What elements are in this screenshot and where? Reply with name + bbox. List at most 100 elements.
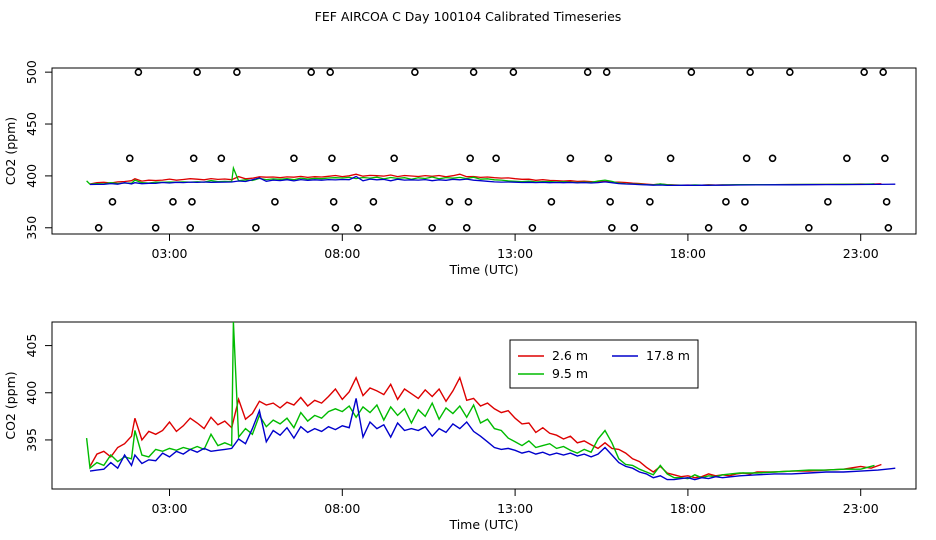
flag-marker [189, 154, 198, 163]
y-tick-label: 395 [24, 428, 39, 452]
flag-marker [884, 223, 893, 232]
flag-marker [462, 223, 471, 232]
flag-marker [108, 198, 117, 206]
flag-marker [390, 154, 398, 163]
flag-marker [786, 68, 794, 76]
flag-marker [879, 68, 887, 76]
flag-marker [217, 154, 226, 163]
flag-marker [354, 223, 362, 232]
flag-marker [881, 154, 889, 163]
flag-marker [604, 154, 613, 163]
flag-marker [151, 223, 160, 232]
flag-marker [469, 68, 478, 76]
flag-marker [307, 68, 316, 76]
flag-marker [428, 223, 436, 232]
x-tick-label: 03:00 [151, 501, 187, 516]
flag-marker [630, 223, 639, 232]
flag-marker [329, 198, 338, 206]
flag-marker [704, 223, 713, 232]
y-axis-label: CO2 (ppm) [3, 371, 18, 439]
x-tick-label: 18:00 [670, 246, 706, 261]
flag-marker [741, 198, 749, 206]
x-tick-label: 18:00 [670, 501, 706, 516]
y-tick-label: 405 [24, 334, 39, 358]
legend-box [509, 339, 699, 389]
legend-label: 2.6 m [552, 348, 588, 363]
bottom-panel: 03:00 08:00 13:00 18:00 23:00 395 400 405 Time (… [3, 321, 917, 532]
y-tick-label: 500 [24, 60, 39, 84]
flag-marker [290, 154, 298, 163]
x-tick-label: 13:00 [497, 501, 533, 516]
flag-marker [466, 154, 474, 163]
series-line-17-8-m [89, 398, 896, 481]
flag-marker [252, 223, 260, 232]
flag-marker [602, 68, 611, 76]
flag-marker [824, 198, 832, 206]
flag-marker [687, 68, 696, 76]
legend-label: 17.8 m [646, 348, 690, 363]
flag-marker [169, 198, 177, 206]
series-line-17-8-m [89, 175, 896, 187]
flag-marker [326, 68, 335, 76]
flag-marker [445, 198, 454, 206]
x-tick-label: 23:00 [843, 501, 879, 516]
flag-marker [125, 154, 134, 163]
x-tick-label: 08:00 [324, 501, 360, 516]
flag-marker [746, 68, 754, 76]
flag-marker [742, 154, 751, 163]
flag-marker [860, 68, 868, 76]
flag-marker [271, 198, 279, 206]
flag-marker [666, 154, 675, 163]
plot-frame [51, 321, 917, 490]
chart-title: FEF AIRCOA C Day 100104 Calibrated Times… [315, 9, 622, 24]
plot-frame [51, 67, 917, 235]
data-layer [86, 68, 896, 232]
flag-marker [328, 154, 336, 163]
y-tick-label: 350 [24, 216, 39, 240]
flag-marker [188, 198, 196, 206]
x-tick-label: 13:00 [497, 246, 533, 261]
series-line-9-5-m [85, 322, 875, 480]
x-axis-label: Time (UTC) [448, 262, 518, 277]
flag-marker [331, 223, 340, 232]
flag-marker [768, 154, 777, 163]
top-panel: 03:00 08:00 13:00 18:00 23:00 350 400 450 500 Tim… [3, 60, 917, 277]
flag-marker [464, 198, 473, 206]
x-tick-label: 03:00 [151, 246, 187, 261]
x-tick-label: 23:00 [843, 246, 879, 261]
flag-marker [528, 223, 537, 232]
flag-marker [805, 223, 813, 232]
flag-marker [608, 223, 616, 232]
series-line-9-5-m [86, 165, 875, 186]
flag-marker [606, 198, 614, 206]
flag-marker [882, 198, 891, 206]
flag-marker [739, 223, 748, 232]
legend-label: 9.5 m [552, 366, 588, 381]
flag-marker [843, 154, 851, 163]
flag-marker [186, 223, 195, 232]
data-layer [85, 322, 896, 481]
y-tick-label: 450 [24, 112, 39, 136]
flag-marker [134, 68, 143, 76]
flag-marker [547, 198, 556, 206]
flag-marker [509, 68, 518, 76]
legend: 2.6 m 17.8 m 9.5 m [509, 339, 699, 389]
y-tick-label: 400 [24, 164, 39, 188]
x-tick-label: 08:00 [324, 246, 360, 261]
flag-marker [233, 68, 241, 76]
flag-marker [411, 68, 419, 76]
flag-marker [369, 198, 378, 206]
y-tick-label: 400 [24, 381, 39, 405]
flag-marker [94, 223, 103, 232]
series-line-2-6-m [89, 375, 882, 479]
y-axis-label: CO2 (ppm) [3, 117, 18, 185]
flag-marker [193, 68, 201, 76]
series-line-2-6-m [89, 173, 882, 186]
flag-marker [646, 198, 654, 206]
flag-marker [722, 198, 730, 206]
x-axis-label: Time (UTC) [448, 517, 518, 532]
flag-marker [583, 68, 592, 76]
flag-marker [566, 154, 575, 163]
flag-marker [492, 154, 500, 163]
